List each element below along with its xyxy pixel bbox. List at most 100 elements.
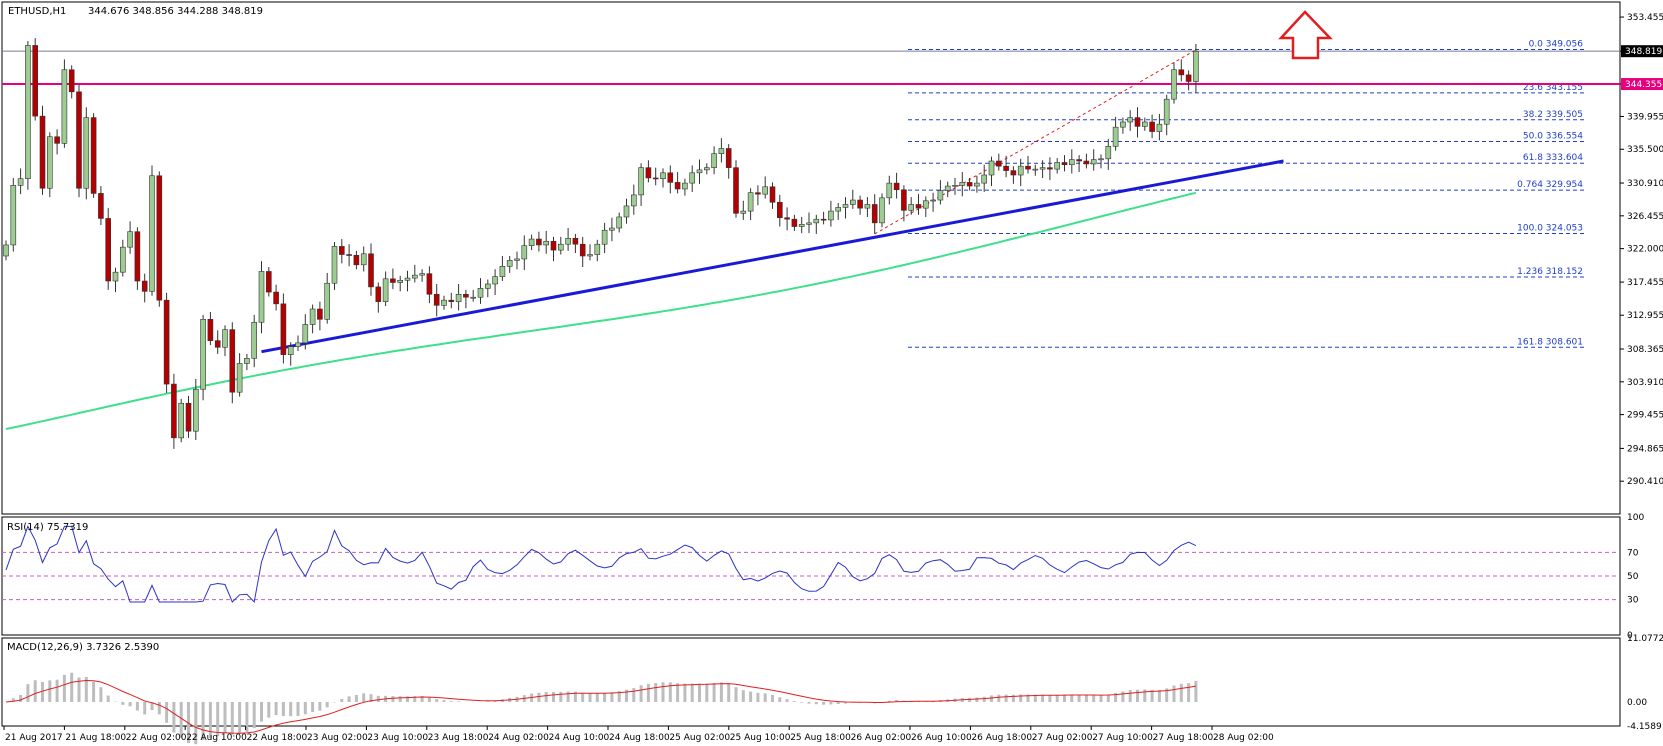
candle-body	[879, 197, 885, 224]
candle-body	[660, 172, 666, 179]
candle-body	[711, 153, 717, 168]
rsi-tick-label: 70	[1627, 548, 1639, 558]
time-tick-label: 22 Aug 10:00	[186, 733, 247, 743]
candle-body	[244, 358, 250, 364]
candle-body	[61, 69, 68, 144]
macd-signal-line	[5, 679, 1196, 734]
time-tick-label: 26 Aug 10:00	[911, 733, 972, 743]
candle-body	[784, 217, 790, 220]
price-tick-label: 290.410	[1627, 477, 1663, 487]
candle-body	[514, 258, 520, 261]
candle-body	[1090, 159, 1097, 165]
fib-label: 38.2 339.505	[1523, 110, 1583, 120]
rsi-tick-label: 50	[1627, 572, 1639, 582]
candle-body	[974, 182, 980, 187]
price-tag-label: 348.819	[1625, 47, 1662, 57]
candle-body	[981, 174, 988, 184]
candle-body	[1105, 145, 1112, 160]
candle-body	[1112, 126, 1119, 147]
candle-body	[3, 244, 9, 257]
symbol-label: ETHUSD,H1	[8, 6, 66, 17]
candle-body	[360, 253, 367, 266]
candle-body	[857, 199, 863, 209]
candle-body	[893, 182, 900, 191]
fib-label: 100.0 324.053	[1517, 224, 1583, 234]
candle-body	[791, 218, 798, 227]
candle-body	[835, 207, 842, 212]
candle-body	[828, 210, 834, 221]
price-tick-label: 312.955	[1627, 311, 1663, 321]
candle-body	[382, 278, 389, 302]
candle-body	[871, 204, 878, 224]
candle-body	[959, 182, 966, 186]
time-tick-label: 24 Aug 18:00	[609, 733, 670, 743]
macd-tick-label: 11.0772	[1627, 634, 1663, 644]
candle-body	[1185, 74, 1192, 82]
candle-body	[156, 175, 163, 301]
candle-body	[966, 182, 973, 187]
candle-body	[696, 169, 703, 174]
candle-body	[185, 402, 192, 432]
time-tick-label: 27 Aug 02:00	[1032, 733, 1093, 743]
price-series: 0.0 349.056 23.6 343.155 38.2 339.505 50.0 …	[2, 38, 1620, 449]
candle-body	[455, 293, 462, 302]
candle-body	[265, 271, 272, 293]
macd-tick-label: 0.00	[1627, 698, 1647, 708]
candle-body	[163, 299, 170, 385]
price-tick-label: 308.365	[1627, 345, 1663, 355]
candle-body	[674, 182, 681, 190]
time-tick-label: 25 Aug 18:00	[790, 733, 851, 743]
candle-body	[813, 218, 820, 224]
rsi-line	[5, 525, 1197, 604]
price-tick-label: 335.500	[1627, 145, 1663, 155]
candle-body	[309, 308, 316, 325]
time-tick-label: 23 Aug 02:00	[307, 733, 368, 743]
price-tag-label: 344.355	[1625, 80, 1662, 90]
candle-body	[755, 192, 761, 195]
candle-body	[499, 266, 506, 277]
candle-body	[740, 210, 747, 214]
candle-body	[68, 69, 75, 93]
time-tick-label: 27 Aug 18:00	[1153, 733, 1214, 743]
time-tick-label: 24 Aug 10:00	[549, 733, 610, 743]
candle-body	[1120, 121, 1126, 128]
candle-body	[149, 175, 155, 292]
candle-body	[295, 342, 301, 347]
candle-body	[134, 231, 141, 282]
candle-body	[1193, 51, 1199, 82]
time-tick-label: 25 Aug 02:00	[669, 733, 730, 743]
candle-body	[521, 245, 528, 260]
candle-body	[207, 319, 214, 341]
candle-body	[222, 329, 228, 348]
candle-body	[120, 246, 126, 273]
candle-body	[200, 319, 206, 390]
candle-body	[952, 185, 958, 187]
fib-label: 1.236 318.152	[1517, 267, 1583, 277]
candle-body	[1127, 117, 1133, 123]
candle-body	[105, 218, 111, 282]
candle-body	[1017, 165, 1024, 176]
candle-body	[83, 117, 90, 189]
candle-body	[550, 240, 557, 251]
candle-body	[645, 167, 652, 179]
candle-body	[908, 204, 915, 211]
candle-body	[17, 178, 24, 186]
candle-body	[90, 117, 97, 194]
candle-body	[762, 186, 769, 195]
macd-tick-label: -4.1589	[1627, 722, 1662, 732]
x-axis-labels: 21 Aug 2017 21 Aug 18:00 22 Aug 02:00 22 Au…	[3, 726, 1274, 743]
candle-body	[579, 243, 586, 257]
macd-series	[5, 672, 1198, 745]
candle-body	[536, 238, 542, 246]
candle-body	[995, 160, 1002, 167]
candle-body	[820, 218, 827, 221]
candle-body	[178, 402, 184, 439]
candle-body	[214, 340, 221, 348]
candle-body	[506, 260, 513, 267]
up-arrow-icon	[1278, 10, 1333, 60]
y-axis-labels: 353.455 348.819 344.355 339.955 335.500 330.9…	[1620, 13, 1663, 732]
price-tick-label: 326.455	[1627, 212, 1663, 222]
price-panel	[1, 1, 1621, 515]
candle-body	[682, 182, 688, 190]
